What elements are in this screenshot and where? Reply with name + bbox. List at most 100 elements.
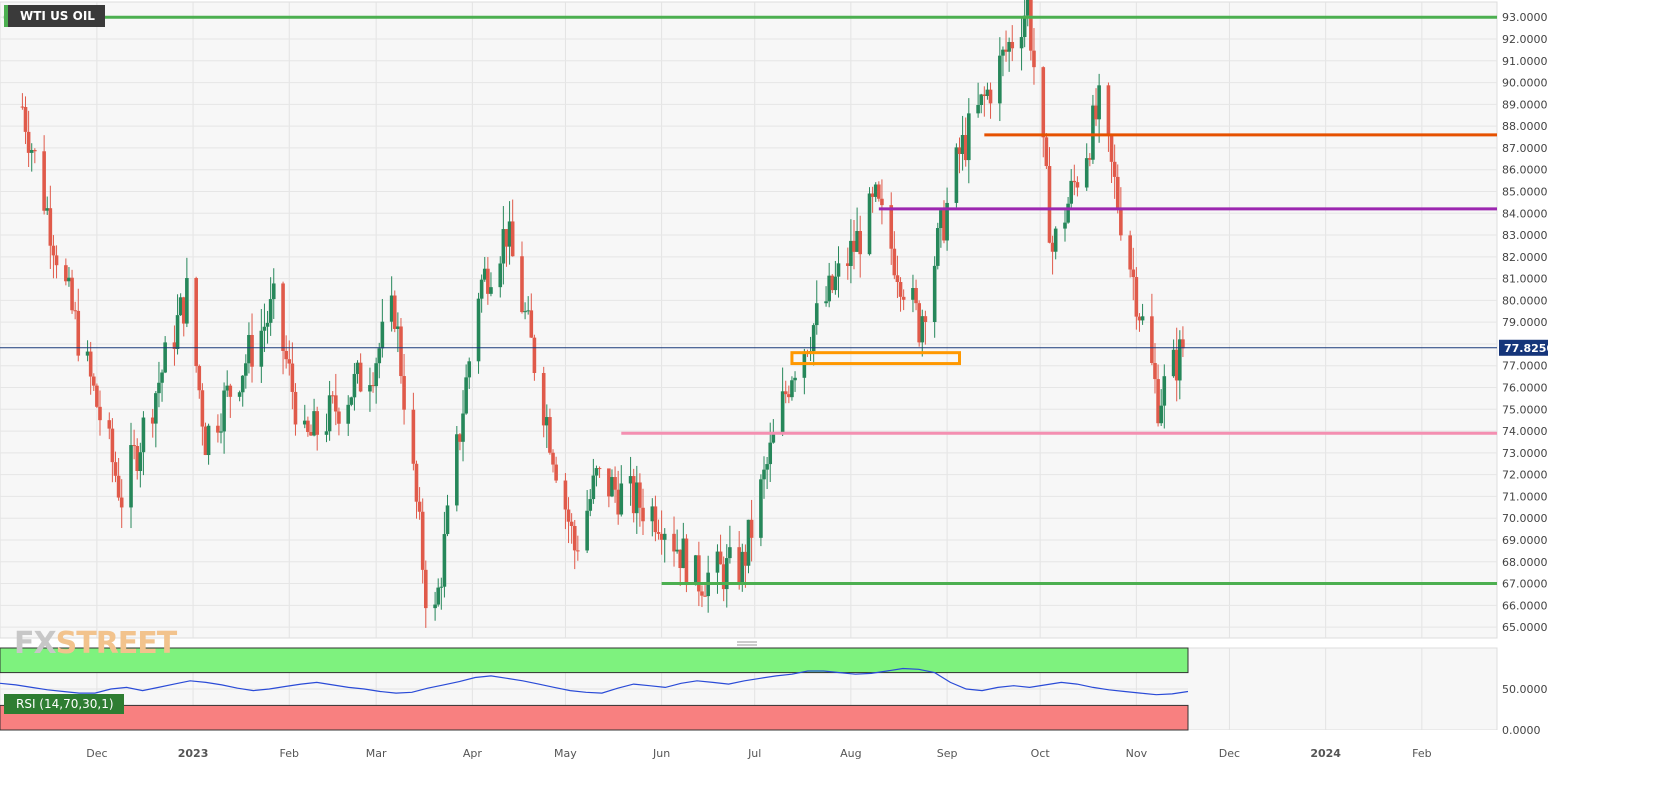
price-tick-label: 70.0000 xyxy=(1502,512,1548,525)
candle-body xyxy=(442,534,447,587)
candle-body xyxy=(45,208,50,211)
price-tick-label: 83.0000 xyxy=(1502,229,1548,242)
candle-body xyxy=(396,326,400,329)
candle-body xyxy=(585,510,589,551)
candle-body xyxy=(346,404,351,424)
price-tick-label: 82.0000 xyxy=(1502,251,1548,264)
candle-body xyxy=(349,397,354,405)
rsi-line xyxy=(0,667,1189,696)
candle-body xyxy=(849,240,853,266)
candle-body xyxy=(523,311,527,313)
candle-body xyxy=(160,372,164,383)
candle-body xyxy=(91,376,96,386)
candle-body xyxy=(954,147,959,203)
fxstreet-logo: FXSTREET xyxy=(14,626,177,661)
candle-body xyxy=(1106,85,1111,135)
candle-body xyxy=(293,391,298,425)
candle-body xyxy=(1119,208,1123,236)
candle-body xyxy=(420,511,425,570)
candle-body xyxy=(259,330,264,367)
candle-body xyxy=(20,106,25,108)
candle-body xyxy=(830,275,835,291)
time-tick-label: Jul xyxy=(747,747,761,760)
candle-body xyxy=(1007,41,1011,52)
candle-body xyxy=(963,135,968,161)
candle-body xyxy=(414,463,419,502)
candle-body xyxy=(659,533,664,540)
candle-body xyxy=(306,420,310,433)
candle-body xyxy=(244,363,248,376)
candle-body xyxy=(1029,0,1033,51)
candle-body xyxy=(67,277,71,282)
time-tick-label: 2023 xyxy=(178,747,209,760)
price-tick-label: 84.0000 xyxy=(1502,207,1548,220)
price-tick-label: 71.0000 xyxy=(1502,490,1548,503)
candle-body xyxy=(1072,180,1077,183)
candle-body xyxy=(358,362,363,392)
candle-body xyxy=(501,229,506,264)
candle-body xyxy=(265,322,270,327)
time-tick-label: Sep xyxy=(937,747,958,760)
candle-body xyxy=(1088,158,1092,160)
candle-body xyxy=(1131,269,1136,278)
price-tick-label: 72.0000 xyxy=(1502,469,1548,482)
candle-body xyxy=(1069,180,1074,204)
candle-body xyxy=(880,198,884,206)
candle-body xyxy=(51,245,56,256)
candle-body xyxy=(814,303,819,326)
candle-body xyxy=(811,325,816,352)
time-tick-label: Feb xyxy=(280,747,299,760)
candle-body xyxy=(54,255,59,266)
candle-body xyxy=(653,506,658,533)
candle-body xyxy=(203,426,208,456)
candle-body xyxy=(631,476,636,514)
candle-body xyxy=(411,409,416,464)
candle-body xyxy=(616,489,620,515)
candle-body xyxy=(1128,235,1132,270)
candle-body xyxy=(417,501,422,512)
candle-body xyxy=(541,372,546,426)
candle-body xyxy=(116,475,121,498)
candle-body xyxy=(172,342,177,350)
candle-body xyxy=(436,587,441,605)
candle-body xyxy=(759,479,763,538)
candle-body xyxy=(681,538,686,569)
candle-body xyxy=(1162,376,1167,406)
candle-body xyxy=(945,202,949,241)
candle-body xyxy=(1091,105,1095,160)
candle-body xyxy=(545,417,549,426)
candle-body xyxy=(607,468,611,497)
price-tick-label: 75.0000 xyxy=(1502,403,1548,416)
candle-body xyxy=(985,89,990,96)
candle-body xyxy=(287,359,292,364)
candle-body xyxy=(917,303,921,343)
candle-body xyxy=(150,417,155,424)
candle-body xyxy=(721,564,726,590)
candle-body xyxy=(1066,203,1070,223)
candle-body xyxy=(352,373,357,398)
candle-body xyxy=(377,348,382,364)
candle-body xyxy=(392,295,397,329)
price-tick-label: 77.0000 xyxy=(1502,360,1548,373)
candle-body xyxy=(88,351,93,377)
candle-body xyxy=(464,377,468,414)
candle-body xyxy=(1022,15,1027,38)
price-tick-label: 68.0000 xyxy=(1502,556,1548,569)
price-tick-label: 93.0000 xyxy=(1502,11,1548,24)
candle-body xyxy=(672,533,676,552)
time-tick-label: Jun xyxy=(652,747,670,760)
candle-body xyxy=(507,221,512,247)
candle-body xyxy=(141,417,146,453)
candle-body xyxy=(979,94,984,106)
candle-body xyxy=(119,497,124,508)
candle-body xyxy=(911,288,915,300)
candle-body xyxy=(178,297,183,316)
candle-body xyxy=(423,569,428,609)
candle-body xyxy=(302,420,307,425)
candle-body xyxy=(458,434,462,442)
candle-body xyxy=(628,476,633,484)
candle-body xyxy=(743,551,748,566)
candle-body xyxy=(374,363,378,387)
